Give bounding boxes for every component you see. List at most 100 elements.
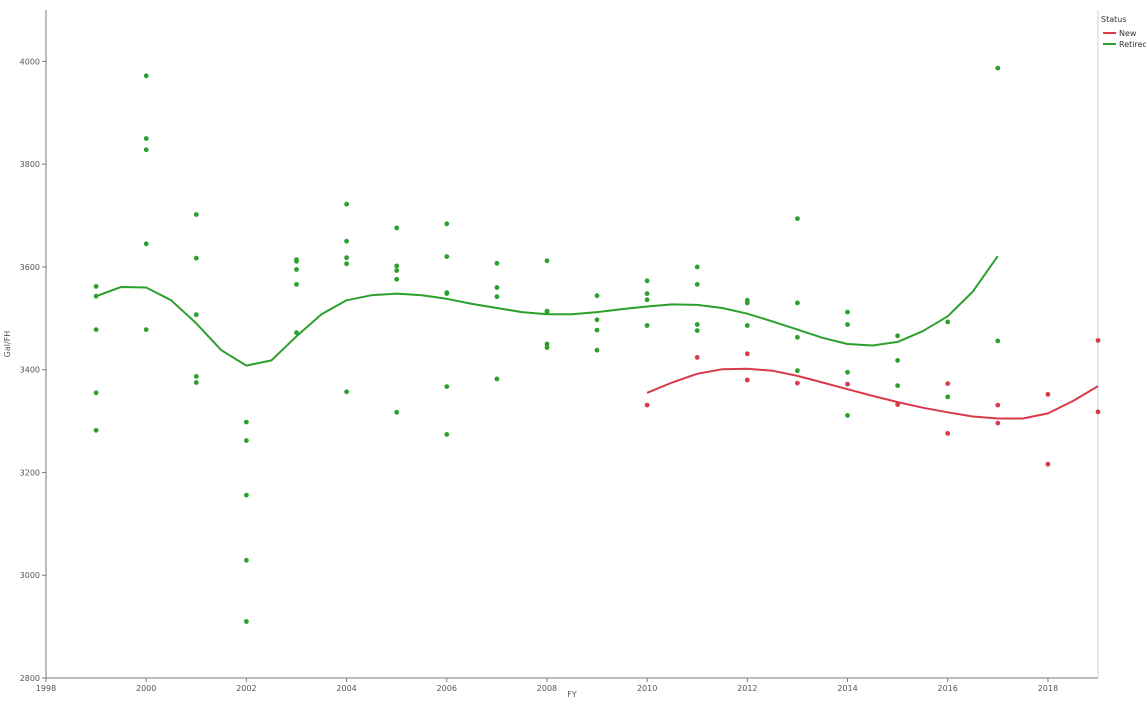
data-point-retired [644, 291, 650, 296]
data-point-retired [193, 380, 199, 385]
x-tick-label: 2006 [437, 684, 457, 693]
data-point-retired [594, 317, 600, 323]
data-point-retired [143, 327, 149, 332]
legend-label-new: New [1119, 29, 1137, 38]
data-point-retired [544, 309, 550, 315]
data-point-retired [845, 322, 850, 327]
data-point-retired [795, 334, 800, 340]
data-point-retired [594, 347, 600, 353]
legend-label-retired: Retired [1119, 40, 1146, 49]
data-point-retired [294, 330, 299, 336]
fit-lines [95, 255, 1099, 420]
x-tick-label: 2014 [837, 684, 857, 693]
data-point-retired [93, 327, 99, 332]
data-point-retired [744, 323, 750, 328]
data-point-retired [344, 389, 349, 395]
data-point-retired [895, 358, 900, 363]
data-point-retired [594, 293, 600, 299]
y-tick-label: 3200 [20, 468, 40, 477]
data-point-new [945, 431, 951, 436]
data-point-retired [294, 282, 299, 287]
data-point-retired [795, 300, 800, 306]
data-point-retired [494, 376, 500, 382]
x-axis-title: FY [567, 690, 577, 699]
data-point-retired [594, 327, 600, 333]
data-point-retired [544, 345, 550, 350]
x-tick-label: 2016 [938, 684, 958, 693]
data-point-retired [143, 147, 149, 153]
tick-group: 1998 2000 2002 2004 2006 2008 2010 2012 2014 2016… [20, 57, 1058, 693]
y-axis-title: Gal/FH [3, 331, 12, 358]
data-point-retired [444, 384, 450, 389]
x-tick-label: 1998 [36, 684, 56, 693]
data-point-retired [394, 276, 400, 282]
data-point-retired [394, 263, 400, 269]
data-point-new [845, 381, 850, 387]
data-point-retired [294, 267, 299, 272]
data-point-retired [244, 419, 249, 425]
data-point-retired [193, 212, 199, 217]
data-point-retired [644, 323, 650, 328]
data-point-retired [344, 238, 349, 244]
data-point-retired [845, 309, 850, 315]
data-point-retired [694, 282, 700, 287]
data-point-retired [845, 369, 850, 375]
data-point-retired [244, 557, 249, 563]
data-point-retired [544, 341, 550, 347]
data-point-retired [995, 338, 1001, 344]
data-point-retired [344, 201, 349, 207]
data-point-retired [93, 427, 99, 433]
axes [45, 10, 1099, 679]
data-point-new [1095, 338, 1101, 343]
data-point-retired [93, 284, 99, 289]
data-point-retired [93, 293, 99, 299]
data-point-retired [494, 260, 500, 266]
data-point-retired [444, 291, 450, 296]
data-point-retired [444, 432, 450, 437]
data-point-new [744, 377, 750, 383]
y-tick-label: 2800 [20, 674, 40, 683]
data-point-new [744, 351, 750, 357]
data-point-retired [444, 254, 450, 259]
data-point-new [1095, 409, 1101, 415]
data-point-retired [143, 73, 149, 79]
data-point-retired [193, 312, 199, 318]
legend-title: Status [1101, 15, 1127, 24]
data-point-retired [895, 383, 900, 388]
x-tick-label: 2010 [637, 684, 657, 693]
data-point-retired [544, 258, 550, 264]
data-point-new [795, 380, 800, 386]
data-point-retired [744, 300, 750, 306]
data-point-retired [945, 394, 951, 400]
data-points [93, 65, 1101, 624]
data-point-retired [244, 619, 249, 624]
data-point-retired [945, 319, 951, 325]
data-point-new [945, 381, 951, 386]
data-point-retired [795, 368, 800, 374]
x-tick-label: 2004 [336, 684, 356, 693]
data-point-retired [644, 297, 650, 303]
y-tick-label: 3000 [20, 571, 40, 580]
x-tick-label: 2002 [236, 684, 256, 693]
fit-line-new [646, 367, 1099, 420]
data-point-new [644, 402, 650, 408]
data-point-retired [394, 225, 400, 231]
data-point-retired [93, 390, 99, 396]
data-point-retired [244, 492, 249, 498]
y-tick-label: 3800 [20, 160, 40, 169]
data-point-retired [344, 261, 349, 267]
data-point-retired [193, 374, 199, 379]
data-point-retired [494, 294, 500, 300]
x-tick-label: 2018 [1038, 684, 1058, 693]
y-tick-label: 4000 [20, 57, 40, 66]
data-point-retired [344, 255, 349, 261]
data-point-retired [995, 65, 1001, 71]
y-tick-label: 3400 [20, 366, 40, 375]
data-point-retired [394, 409, 400, 415]
data-point-new [895, 402, 900, 407]
data-point-retired [845, 413, 850, 418]
data-point-retired [694, 264, 700, 270]
data-point-retired [694, 328, 700, 333]
